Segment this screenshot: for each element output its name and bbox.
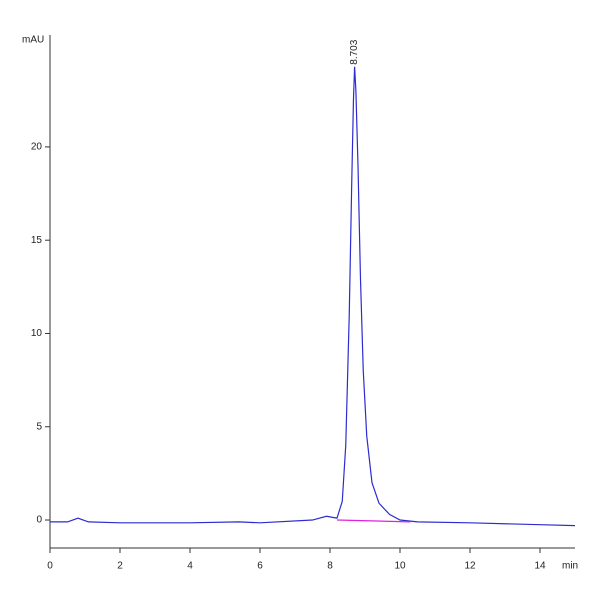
series-line: [336, 519, 411, 523]
x-tick-label: 4: [187, 561, 193, 572]
y-axis-label: mAU: [22, 35, 44, 46]
x-tick-label: 6: [257, 561, 263, 572]
x-tick-label: 10: [394, 561, 406, 572]
x-tick-label: 12: [464, 561, 476, 572]
x-tick-label: 2: [117, 561, 123, 572]
x-axis-label: min: [562, 561, 578, 572]
x-tick-label: 14: [534, 561, 546, 572]
y-tick-label: 15: [31, 235, 43, 246]
peak-label: 8.703: [349, 39, 360, 64]
series-line: [50, 66, 576, 527]
x-tick-label: 0: [47, 561, 53, 572]
y-tick-label: 0: [36, 515, 42, 526]
y-tick-label: 5: [36, 421, 42, 432]
y-tick-label: 20: [31, 142, 43, 153]
y-tick-label: 10: [31, 328, 43, 339]
x-tick-label: 8: [327, 561, 333, 572]
